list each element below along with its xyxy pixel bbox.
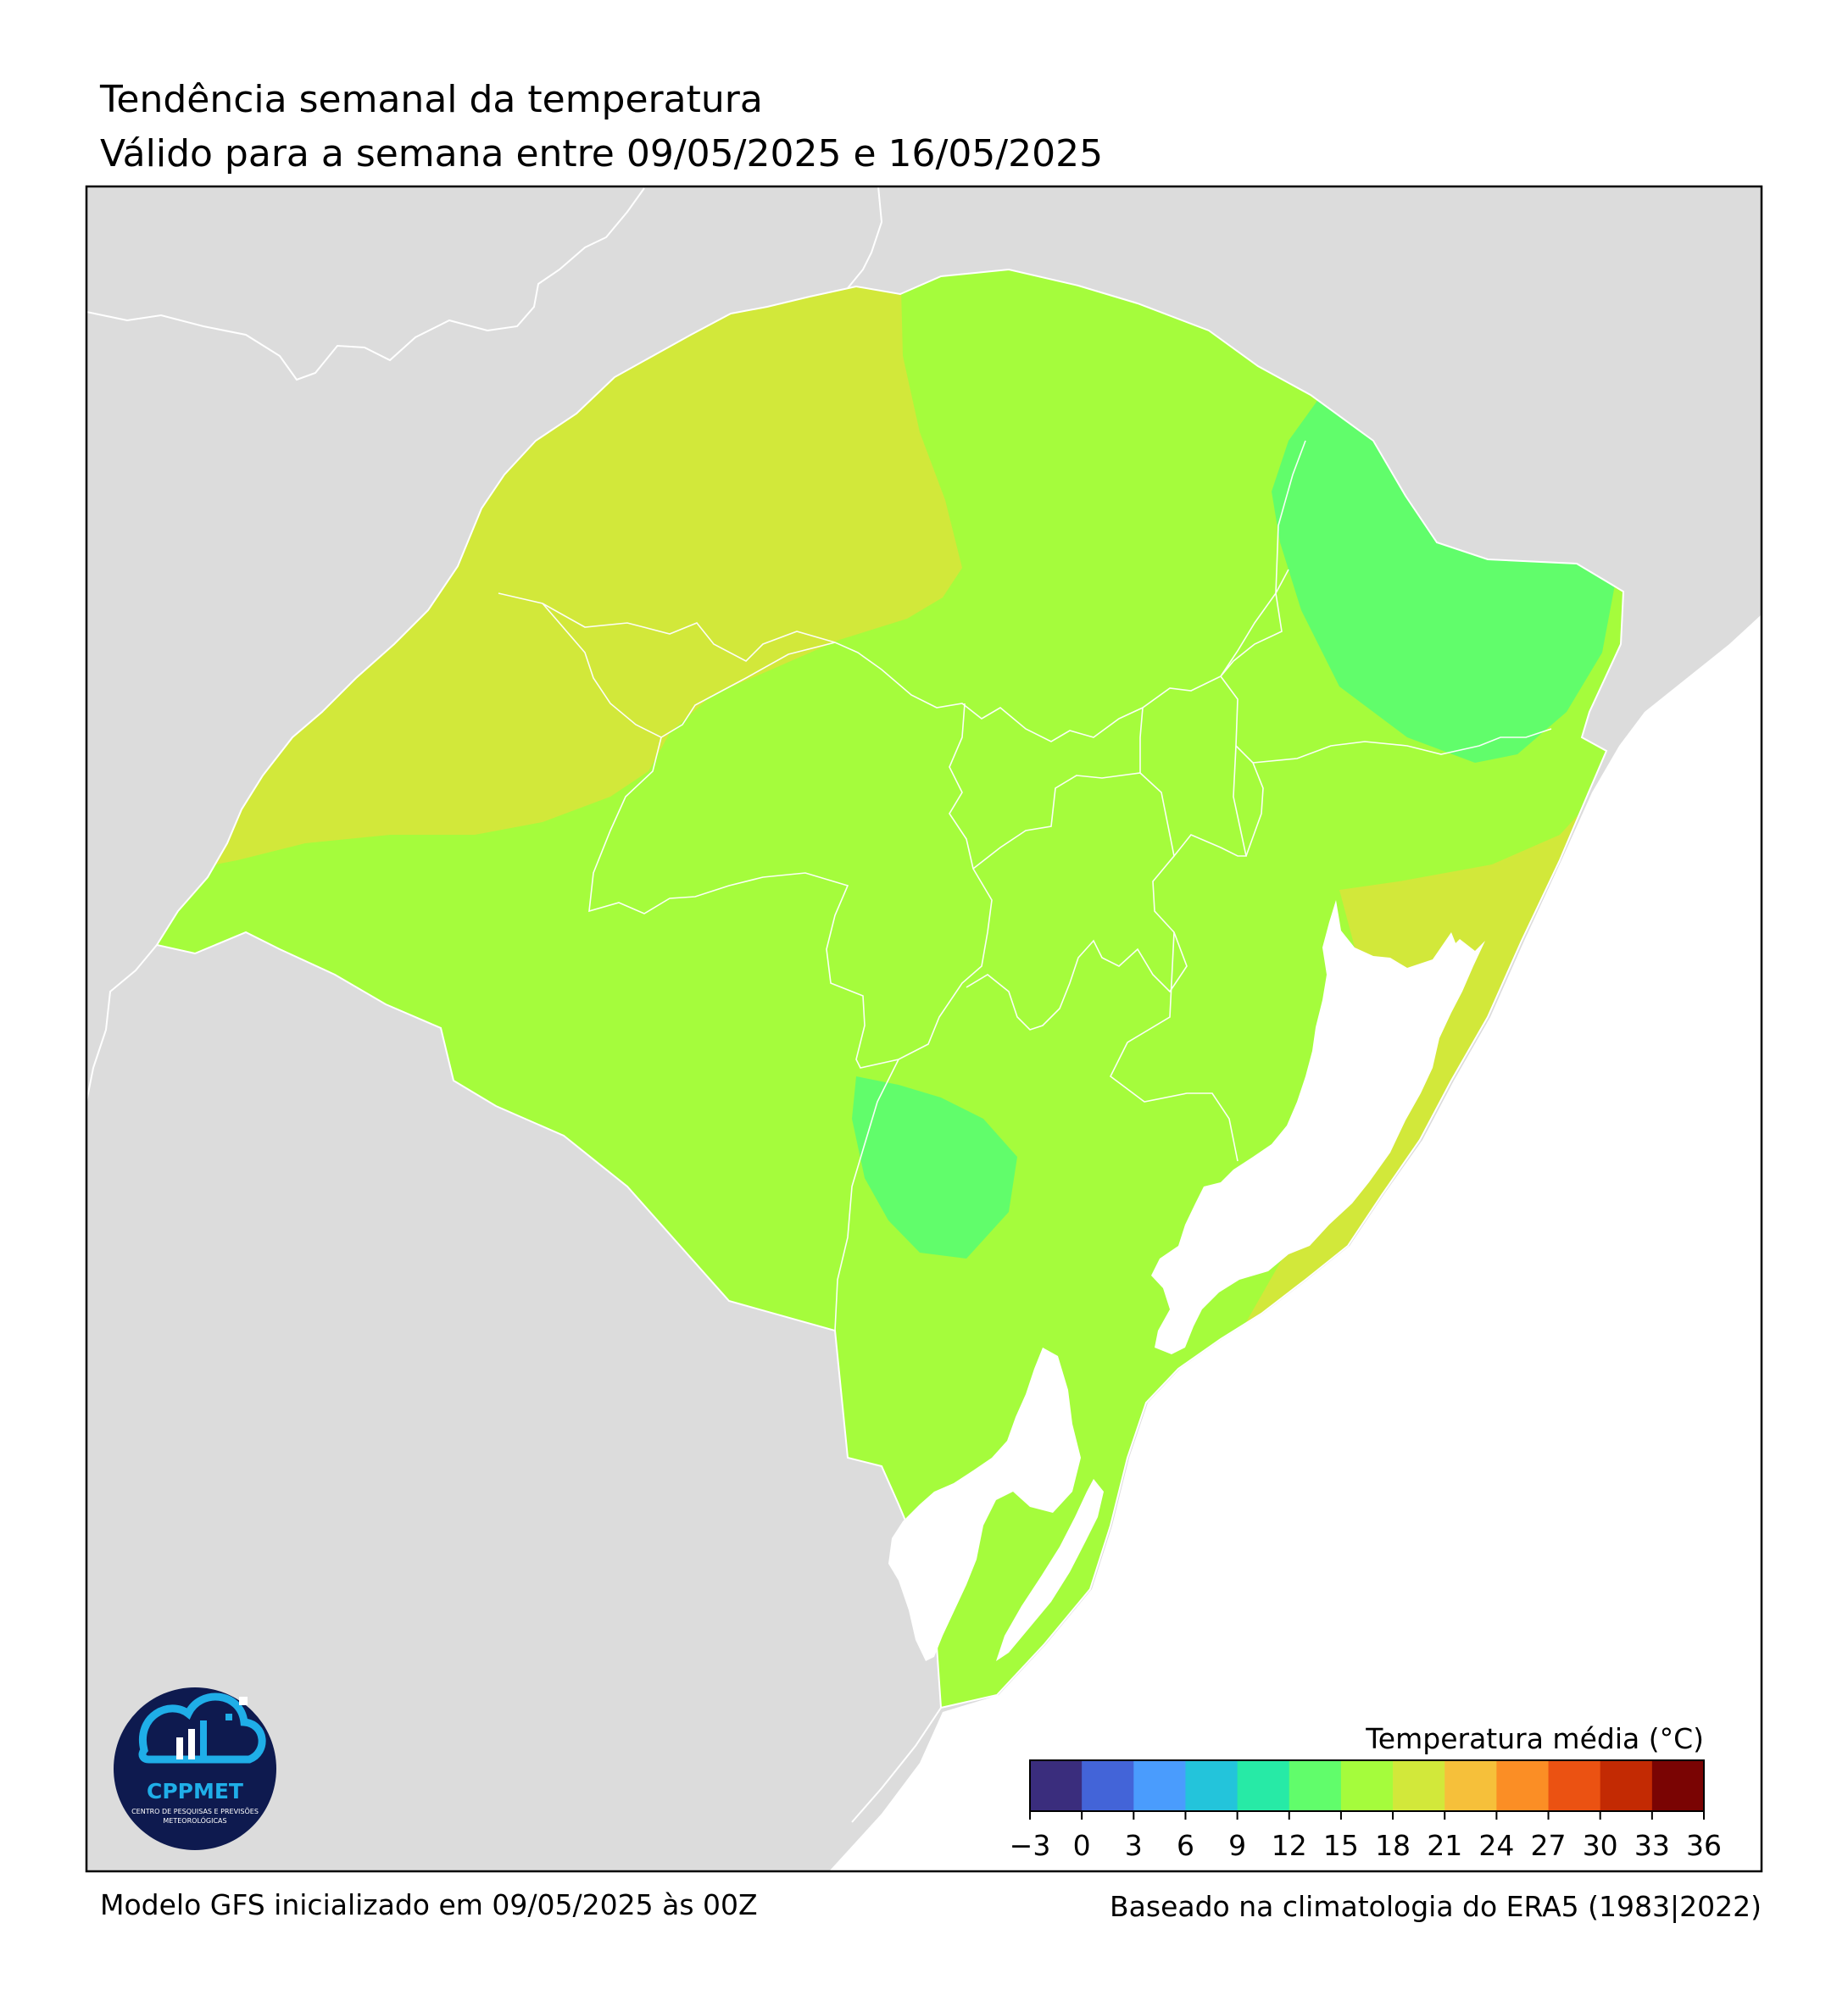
colorbar-tick-label: 12 — [1271, 1829, 1307, 1862]
colorbar-segment — [1340, 1760, 1394, 1811]
colorbar-tick-label: −3 — [1009, 1829, 1051, 1862]
colorbar-tick-label: 0 — [1072, 1829, 1091, 1862]
colorbar-segment — [1548, 1760, 1601, 1811]
colorbar-segment — [1030, 1760, 1083, 1811]
country-border — [86, 187, 645, 381]
colorbar-segment — [1289, 1760, 1342, 1811]
colorbar-segment — [1133, 1760, 1187, 1811]
lagoon-dos-patos — [1151, 900, 1485, 1354]
colorbar-segment — [1185, 1760, 1238, 1811]
colorbar-tick-label: 18 — [1375, 1829, 1411, 1862]
model-info: Modelo GFS inicializado em 09/05/2025 às… — [100, 1888, 758, 1921]
logo-name: CPPMET — [147, 1779, 243, 1804]
country-border — [851, 1707, 942, 1823]
temperature-region-12-15 — [1272, 398, 1615, 763]
colorbar-tick-label: 15 — [1322, 1829, 1359, 1862]
colorbar-segment — [1237, 1760, 1290, 1811]
colorbar-tick-label: 24 — [1478, 1829, 1515, 1862]
legend-colorbar — [1030, 1760, 1705, 1811]
cppmet-logo: CPPMET CENTRO DE PESQUISAS E PREVISÕES M… — [114, 1687, 276, 1850]
ocean — [829, 614, 1762, 1871]
colorbar-tick-label: 27 — [1530, 1829, 1567, 1862]
colorbar-tick-label: 21 — [1427, 1829, 1463, 1862]
colorbar-segment — [1496, 1760, 1550, 1811]
lagoon-mirim — [888, 1348, 1081, 1661]
lagoon-mangueira — [996, 1479, 1104, 1661]
colorbar-segment — [1393, 1760, 1445, 1811]
map-subtitle: Válido para a semana entre 09/05/2025 e … — [100, 132, 1104, 175]
state-outline — [155, 268, 1625, 1709]
colorbar-tick-label: 33 — [1634, 1829, 1670, 1862]
logo-tagline: METEOROLÓGICAS — [163, 1815, 226, 1825]
colorbar-segment — [1444, 1760, 1497, 1811]
colorbar-segment — [1082, 1760, 1134, 1811]
map-frame — [85, 185, 1763, 1873]
colorbar-tick-label: 6 — [1176, 1829, 1194, 1862]
colorbar-tick-label: 9 — [1228, 1829, 1247, 1862]
colorbar-tick-label: 36 — [1686, 1829, 1722, 1862]
colorbar-tick-label: 3 — [1124, 1829, 1143, 1862]
country-border — [86, 944, 158, 1103]
colorbar-segment — [1651, 1760, 1705, 1811]
colorbar-outline — [1029, 1759, 1705, 1812]
logo-tagline: CENTRO DE PESQUISAS E PREVISÕES — [131, 1806, 259, 1815]
colorbar-tick-label: 30 — [1582, 1829, 1618, 1862]
lagoon-dos-patos — [1433, 932, 1458, 983]
temperature-region-12-15 — [852, 1076, 1017, 1259]
legend-title: Temperatura média (°C) — [1366, 1722, 1704, 1755]
country-border — [847, 186, 883, 289]
colorbar-segment — [1600, 1760, 1653, 1811]
climatology-info: Baseado na climatologia do ERA5 (1983|20… — [1110, 1890, 1762, 1923]
region-boundaries — [498, 440, 1552, 1331]
map-title: Tendência semanal da temperatura — [100, 78, 763, 121]
legend-ticks — [1029, 1811, 1705, 1820]
